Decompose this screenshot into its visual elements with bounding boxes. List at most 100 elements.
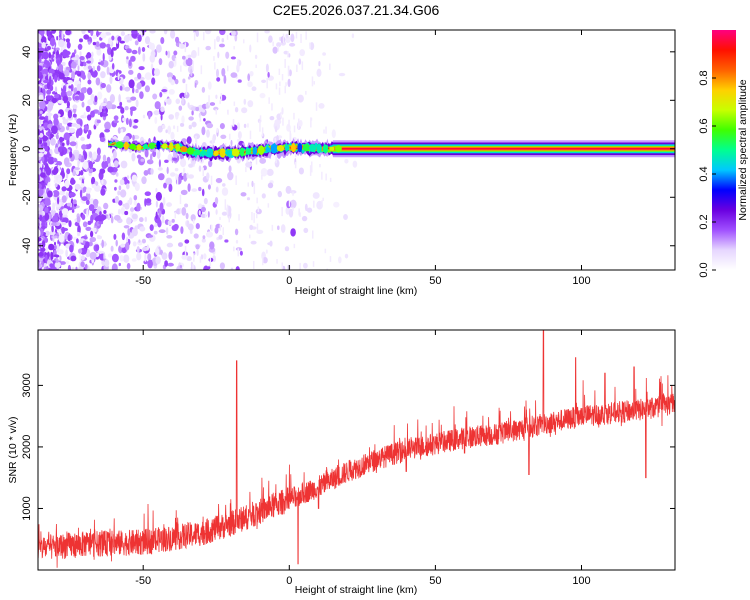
- spectrogram-frame: [37, 29, 676, 271]
- noise-blob: [166, 235, 173, 239]
- noise-blob: [265, 249, 268, 254]
- noise-blob: [57, 99, 64, 104]
- noise-blob: [87, 65, 92, 70]
- noise-blob: [111, 253, 119, 263]
- noise-blob: [40, 172, 46, 178]
- noise-blob: [149, 224, 154, 232]
- noise-blob: [166, 166, 169, 174]
- noise-blob: [143, 170, 149, 176]
- noise-blob: [247, 73, 251, 82]
- noise-blob: [45, 254, 48, 263]
- noise-blob: [49, 75, 52, 85]
- noise-blob: [90, 230, 94, 238]
- noise-blob: [87, 220, 92, 225]
- noise-blob: [158, 209, 162, 218]
- noise-blob: [153, 110, 160, 116]
- noise-blob: [230, 139, 233, 147]
- noise-blob: [62, 118, 69, 125]
- noise-blob: [235, 239, 239, 244]
- noise-blob: [55, 47, 60, 51]
- faint-streak: [282, 33, 285, 44]
- noise-blob: [75, 266, 78, 270]
- noise-blob: [101, 179, 104, 185]
- noise-blob: [173, 50, 178, 56]
- noise-blob: [85, 241, 90, 249]
- noise-blob: [83, 240, 86, 245]
- faint-streak: [233, 246, 235, 252]
- noise-blob: [44, 212, 50, 221]
- ridge-blob: [193, 149, 201, 156]
- noise-blob: [66, 41, 71, 49]
- faint-streak: [296, 64, 298, 73]
- faint-streak: [309, 43, 311, 49]
- ridge-blob: [175, 143, 181, 152]
- noise-blob: [193, 133, 200, 140]
- noise-blob: [181, 254, 188, 260]
- noise-blob: [56, 243, 60, 253]
- noise-blob: [111, 35, 115, 41]
- noise-blob: [81, 214, 86, 220]
- noise-blob: [99, 168, 106, 174]
- noise-blob: [198, 165, 202, 172]
- faint-streak: [326, 268, 328, 270]
- noise-blob: [55, 258, 59, 263]
- noise-blob: [69, 151, 73, 158]
- ridge-blob: [206, 148, 214, 158]
- faint-streak: [292, 191, 294, 196]
- faint-streak: [293, 243, 296, 249]
- noise-blob: [227, 171, 234, 181]
- ridge-blob: [116, 141, 124, 149]
- faint-streak: [319, 164, 321, 168]
- noise-blob: [201, 238, 206, 243]
- faint-streak: [226, 204, 229, 215]
- noise-blob: [135, 88, 139, 94]
- noise-blob: [44, 59, 48, 65]
- noise-blob: [161, 89, 168, 93]
- noise-blob: [98, 58, 102, 63]
- faint-streak: [255, 157, 258, 165]
- noise-blob: [221, 38, 225, 43]
- faint-streak: [321, 200, 323, 207]
- noise-blob: [195, 106, 200, 112]
- noise-blob: [114, 186, 117, 191]
- faint-streak: [259, 120, 261, 132]
- noise-blob: [128, 79, 135, 89]
- noise-blob: [157, 125, 163, 133]
- noise-blob: [152, 93, 158, 100]
- noise-blob: [133, 200, 137, 206]
- noise-blob: [38, 163, 41, 170]
- noise-blob: [75, 70, 81, 75]
- noise-blob: [137, 72, 142, 80]
- noise-blob: [147, 253, 152, 261]
- noise-blob: [150, 168, 154, 175]
- faint-streak: [281, 262, 283, 269]
- faint-streak: [235, 175, 237, 186]
- faint-streak: [272, 41, 274, 47]
- noise-blob: [161, 252, 168, 260]
- snr-frame: [37, 329, 676, 571]
- noise-blob: [236, 122, 241, 131]
- noise-blob: [59, 122, 63, 129]
- ridge-blob: [225, 150, 234, 156]
- noise-blob: [65, 249, 68, 258]
- noise-blob: [100, 60, 104, 66]
- noise-blob: [285, 33, 289, 39]
- faint-streak: [305, 31, 307, 40]
- y-tick-label: 2000: [21, 435, 33, 459]
- noise-blob: [38, 34, 42, 41]
- noise-blob: [68, 220, 72, 228]
- noise-blob: [126, 175, 130, 180]
- faint-streak: [233, 46, 235, 50]
- noise-blob: [38, 229, 41, 238]
- noise-blob: [130, 96, 137, 101]
- faint-streak: [227, 65, 229, 72]
- noise-blob: [74, 95, 80, 101]
- noise-blob: [179, 265, 183, 268]
- faint-streak: [222, 227, 224, 236]
- noise-blob: [103, 210, 107, 214]
- noise-blob: [139, 226, 146, 232]
- faint-streak: [192, 263, 194, 270]
- noise-blob: [123, 254, 130, 263]
- ridge-blob: [186, 147, 195, 155]
- faint-streak: [313, 81, 315, 85]
